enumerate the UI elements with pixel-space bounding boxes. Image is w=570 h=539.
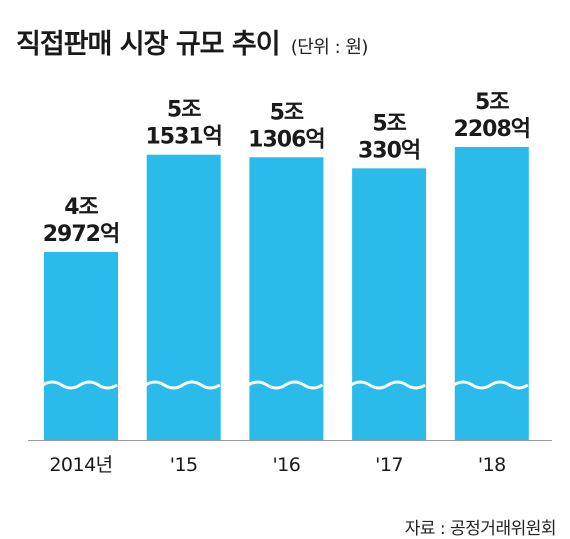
bar-3 <box>352 168 427 440</box>
source-note: 자료 : 공정거래위원회 <box>404 519 557 539</box>
chart-title: 직접판매 시장 규모 추이 <box>16 29 281 60</box>
data-label-upper-1: 5조 <box>167 98 201 123</box>
axis-break-wave-4 <box>452 380 529 390</box>
axis-break-wave-0 <box>42 380 118 390</box>
bar-chart: 4조2972억2014년5조1531억'155조1306억'165조330억'1… <box>28 90 552 476</box>
data-label-upper-2: 5조 <box>270 100 304 125</box>
chart-panel: 직접판매 시장 규모 추이 (단위 : 원) 4조 2972억 2014년 5조 153… <box>16 22 552 476</box>
data-label-upper-0: 4조 <box>64 195 98 220</box>
axis-break-wave-2 <box>247 380 324 390</box>
data-label-upper-3: 5조 <box>372 111 406 136</box>
x-tick-label-2: '16 <box>272 454 300 476</box>
bar-2 <box>249 157 324 440</box>
data-label-lower-2: 1306억 <box>248 127 324 152</box>
bar-4 <box>454 147 529 440</box>
data-label-lower-4: 2208억 <box>454 117 530 142</box>
data-label-lower-1: 1531억 <box>145 125 221 150</box>
data-label-upper-4: 5조 <box>475 90 509 115</box>
data-label-lower-0: 2972억 <box>43 222 119 247</box>
title-row: 직접판매 시장 규모 추이 (단위 : 원) <box>16 22 368 61</box>
axis-break-wave-1 <box>144 380 221 390</box>
data-label-lower-3: 330억 <box>358 138 420 163</box>
x-tick-label-3: '17 <box>375 454 403 476</box>
unit-note: (단위 : 원) <box>290 37 369 58</box>
x-tick-label-1: '15 <box>170 454 198 476</box>
axis-break-wave-3 <box>350 380 426 390</box>
x-tick-label-0: 2014년 <box>49 454 112 476</box>
x-tick-label-4: '18 <box>478 454 506 476</box>
bar-0 <box>44 252 118 440</box>
bar-1 <box>146 154 221 440</box>
